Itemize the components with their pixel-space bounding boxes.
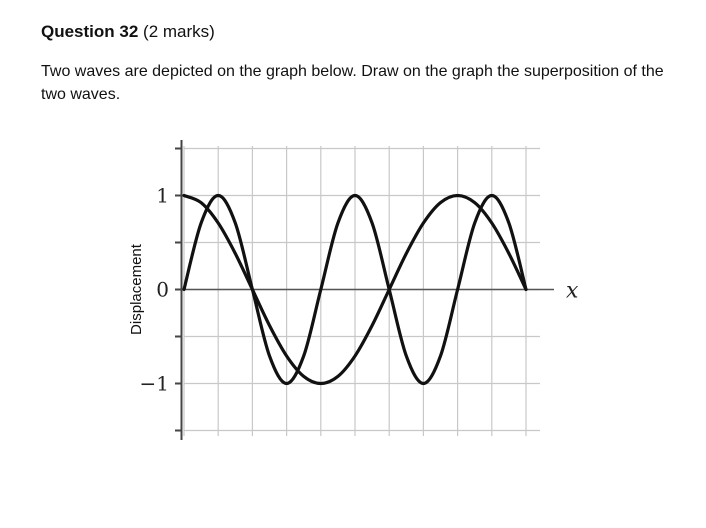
y-tick-label: 1 bbox=[156, 184, 169, 208]
axis-labels: 1 0 −1 x Displacement bbox=[128, 184, 579, 396]
question-marks: (2 marks) bbox=[143, 22, 215, 41]
y-tick-label: −1 bbox=[140, 372, 169, 396]
y-tick-label: 0 bbox=[156, 278, 169, 302]
question-title: Question 32 bbox=[41, 22, 139, 41]
question-heading: Question 32 (2 marks) bbox=[41, 21, 215, 43]
wave-curves bbox=[182, 193, 528, 386]
wave-curve-2 bbox=[182, 193, 528, 386]
x-axis-label: x bbox=[566, 279, 579, 304]
wave-curve-1 bbox=[182, 193, 528, 386]
graph-grid bbox=[183, 146, 540, 436]
y-axis-label: Displacement bbox=[128, 243, 145, 335]
graph-axes bbox=[175, 140, 554, 440]
question-text: Two waves are depicted on the graph belo… bbox=[41, 63, 664, 103]
